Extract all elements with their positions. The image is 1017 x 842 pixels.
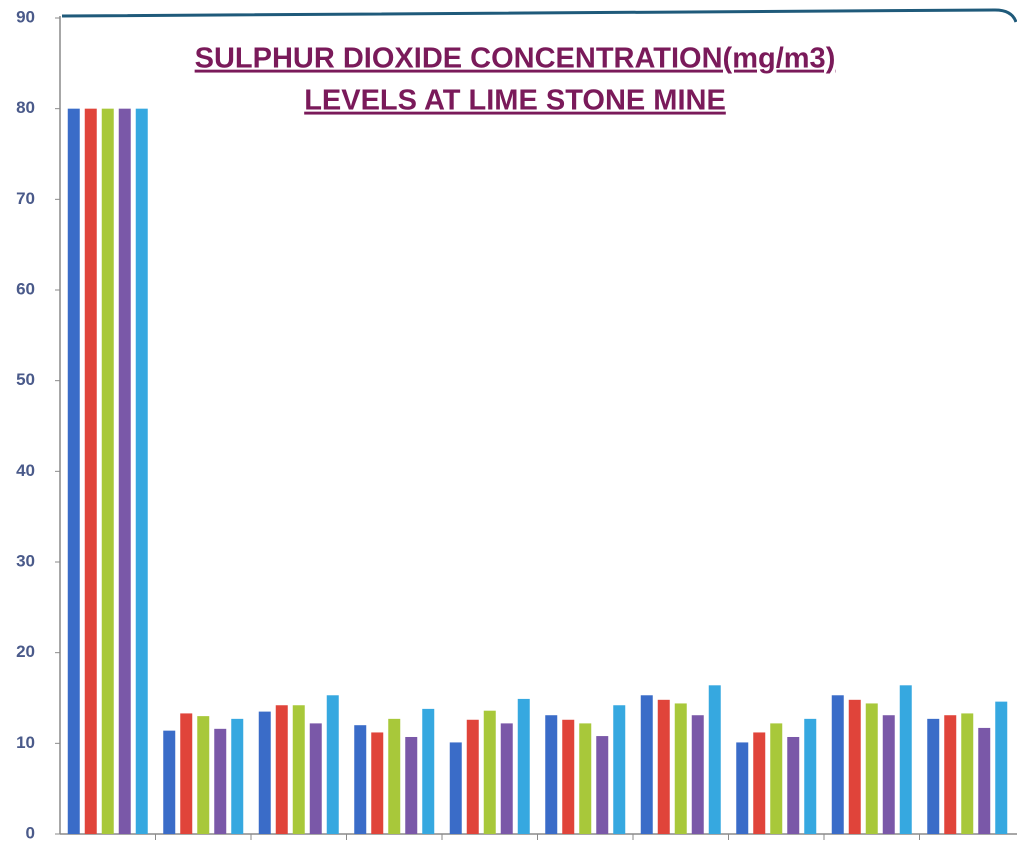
bar (309, 723, 322, 834)
bar (736, 742, 749, 834)
bar (770, 723, 783, 834)
bar (865, 703, 878, 834)
bar (405, 736, 418, 834)
bar (517, 698, 530, 834)
bar (753, 732, 766, 834)
bar (163, 730, 176, 834)
bar (84, 108, 97, 834)
bar (500, 723, 513, 834)
bar (135, 108, 148, 834)
y-tick-label: 30 (16, 551, 35, 570)
bar (422, 708, 435, 834)
bar (848, 699, 861, 834)
chart-title: SULPHUR DIOXIDE CONCENTRATION(mg/m3) (195, 43, 836, 75)
bar (579, 723, 592, 834)
bar (231, 718, 244, 834)
bar (899, 685, 912, 834)
bar (388, 718, 401, 834)
bar (708, 685, 721, 834)
y-tick-label: 80 (16, 98, 35, 117)
bar (483, 710, 496, 834)
bar (449, 742, 462, 834)
bar (640, 695, 653, 834)
bar (371, 732, 384, 834)
bar (804, 718, 817, 834)
bar (275, 705, 288, 834)
bar (326, 695, 339, 834)
y-tick-label: 60 (16, 279, 35, 298)
y-tick-label: 40 (16, 461, 35, 480)
y-tick-label: 50 (16, 370, 35, 389)
y-tick-label: 70 (16, 189, 35, 208)
bar (180, 713, 193, 834)
y-tick-label: 20 (16, 642, 35, 661)
bar (674, 703, 687, 834)
bar (927, 718, 940, 834)
bar (545, 715, 558, 834)
bar (596, 736, 609, 834)
bar (292, 705, 305, 834)
bar (995, 701, 1008, 834)
y-tick-label: 10 (16, 733, 35, 752)
bar (197, 716, 210, 834)
bar (214, 728, 227, 834)
chart-subtitle: LEVELS AT LIME STONE MINE (304, 85, 726, 117)
bar (882, 715, 895, 834)
bar (258, 711, 271, 834)
bar (831, 695, 844, 834)
bar (613, 705, 626, 834)
bar (944, 715, 957, 834)
bar (787, 736, 800, 834)
y-tick-label: 0 (26, 823, 35, 842)
bar (118, 108, 131, 834)
bar (67, 108, 80, 834)
bar (354, 725, 367, 834)
bar (961, 713, 974, 834)
bar (978, 727, 991, 834)
bar (466, 719, 479, 834)
bar (691, 715, 704, 834)
frame (61, 8, 1017, 23)
bar (657, 699, 670, 834)
y-tick-label: 90 (16, 7, 35, 26)
bar (101, 108, 114, 834)
bar (562, 719, 575, 834)
